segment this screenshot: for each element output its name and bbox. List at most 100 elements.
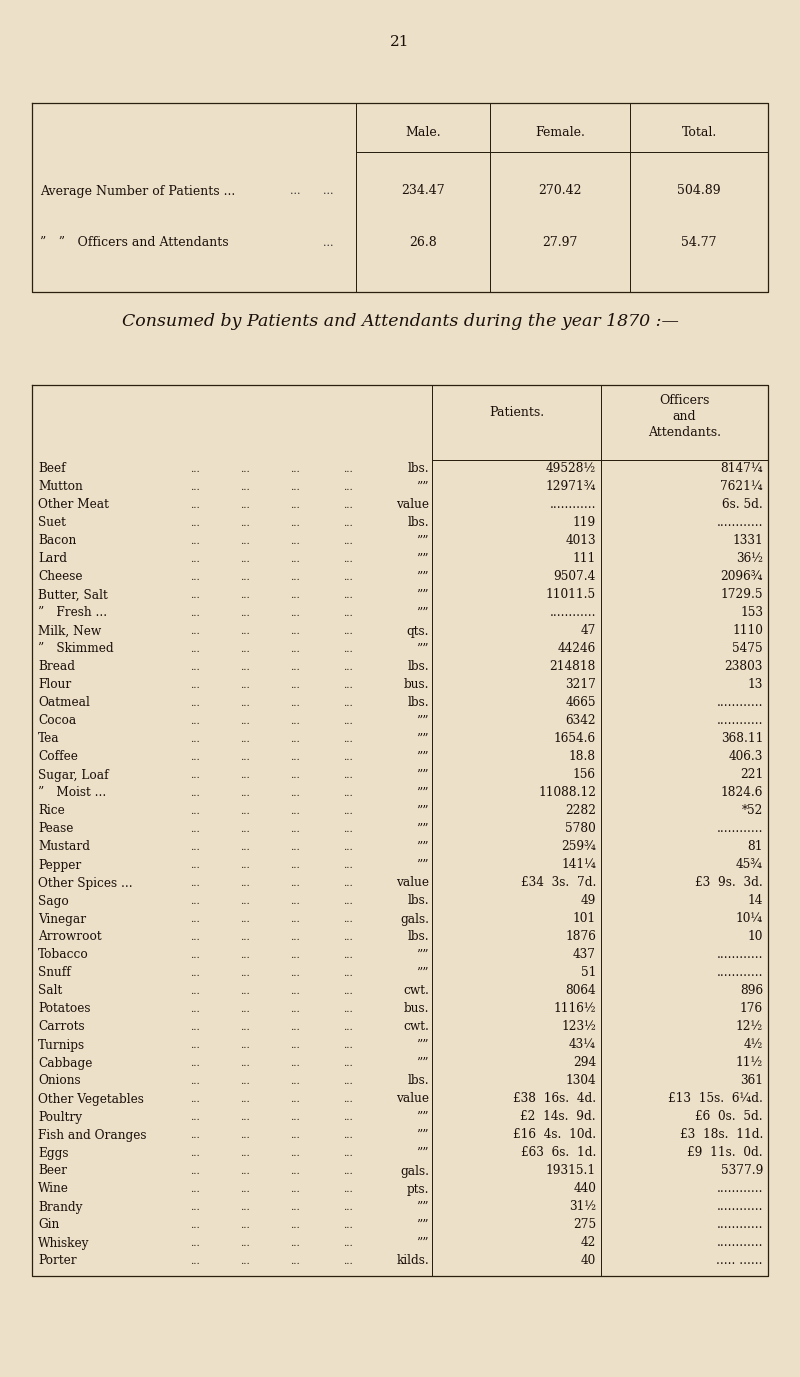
- Text: ...: ...: [240, 537, 250, 545]
- Text: ...: ...: [240, 734, 250, 744]
- Text: 259¾: 259¾: [561, 840, 596, 854]
- Text: ...: ...: [240, 1256, 250, 1265]
- Text: 1304: 1304: [566, 1074, 596, 1088]
- Text: ...: ...: [290, 843, 300, 851]
- Text: ...: ...: [343, 627, 353, 636]
- Text: ...: ...: [190, 662, 200, 672]
- Text: ...: ...: [343, 771, 353, 779]
- Text: *52: *52: [742, 804, 763, 818]
- Text: ...: ...: [343, 1095, 353, 1103]
- Text: Poultry: Poultry: [38, 1110, 82, 1124]
- Text: ...: ...: [240, 1095, 250, 1103]
- Text: ...: ...: [190, 1148, 200, 1158]
- Text: ...: ...: [190, 1184, 200, 1194]
- Text: ...: ...: [290, 519, 300, 527]
- Text: ...: ...: [290, 482, 300, 492]
- Text: lbs.: lbs.: [407, 516, 429, 530]
- Text: ............: ............: [717, 697, 763, 709]
- Text: ...: ...: [343, 950, 353, 960]
- Text: 12971¾: 12971¾: [546, 481, 596, 493]
- Text: ...: ...: [343, 752, 353, 761]
- Text: 5377.9: 5377.9: [721, 1165, 763, 1177]
- Text: ...: ...: [190, 825, 200, 833]
- Text: ...: ...: [290, 609, 300, 617]
- Text: ...: ...: [240, 1202, 250, 1212]
- Text: Patients.: Patients.: [489, 406, 544, 420]
- Text: ...: ...: [240, 1166, 250, 1176]
- Text: cwt.: cwt.: [403, 985, 429, 997]
- Text: ...: ...: [290, 896, 300, 906]
- Text: Consumed by Patients and Attendants during the year 1870 :—: Consumed by Patients and Attendants duri…: [122, 314, 678, 330]
- Text: Flour: Flour: [38, 679, 71, 691]
- Text: ...: ...: [290, 537, 300, 545]
- Text: ...: ...: [343, 789, 353, 797]
- Text: ...: ...: [240, 1238, 250, 1248]
- Text: Attendants.: Attendants.: [648, 427, 721, 439]
- Text: Sago: Sago: [38, 895, 69, 907]
- Text: ............: ............: [550, 498, 596, 511]
- Text: Sugar, Loaf: Sugar, Loaf: [38, 768, 109, 782]
- Text: 101: 101: [573, 913, 596, 925]
- Text: ...: ...: [190, 1220, 200, 1230]
- Text: Milk, New: Milk, New: [38, 625, 102, 638]
- Text: 14: 14: [748, 895, 763, 907]
- Text: Lard: Lard: [38, 552, 67, 566]
- Text: pts.: pts.: [406, 1183, 429, 1195]
- Text: 275: 275: [573, 1219, 596, 1231]
- Text: ...: ...: [290, 1184, 300, 1194]
- Text: Bacon: Bacon: [38, 534, 76, 548]
- Text: ...: ...: [343, 1077, 353, 1085]
- Text: ...: ...: [190, 573, 200, 581]
- Text: £63  6s.  1d.: £63 6s. 1d.: [521, 1147, 596, 1159]
- Text: ..... ......: ..... ......: [717, 1254, 763, 1267]
- Text: ...: ...: [190, 1077, 200, 1085]
- Text: Coffee: Coffee: [38, 750, 78, 763]
- Text: ...: ...: [290, 627, 300, 636]
- Text: Male.: Male.: [405, 127, 441, 139]
- Text: 123½: 123½: [561, 1020, 596, 1034]
- Text: ...: ...: [190, 500, 200, 509]
- Text: ...: ...: [240, 644, 250, 654]
- Text: ...: ...: [190, 968, 200, 978]
- Text: ...: ...: [290, 186, 300, 196]
- Text: ...: ...: [290, 1148, 300, 1158]
- Text: 221: 221: [740, 768, 763, 782]
- Text: 1654.6: 1654.6: [554, 733, 596, 745]
- Text: ...: ...: [240, 716, 250, 726]
- Text: ...: ...: [290, 807, 300, 815]
- Text: ............: ............: [550, 606, 596, 620]
- Text: ...: ...: [290, 825, 300, 833]
- Text: ””: ””: [417, 1147, 429, 1159]
- Text: ””: ””: [417, 1201, 429, 1213]
- Text: ...: ...: [290, 932, 300, 942]
- Text: ...: ...: [240, 807, 250, 815]
- Text: ...: ...: [343, 464, 353, 474]
- Text: ...: ...: [290, 1131, 300, 1140]
- Text: ...: ...: [343, 662, 353, 672]
- Text: Female.: Female.: [535, 127, 585, 139]
- Text: Cheese: Cheese: [38, 570, 82, 584]
- Text: ...: ...: [240, 591, 250, 599]
- Text: Eggs: Eggs: [38, 1147, 69, 1159]
- Text: 10: 10: [748, 931, 763, 943]
- Text: lbs.: lbs.: [407, 661, 429, 673]
- Text: 361: 361: [740, 1074, 763, 1088]
- Text: qts.: qts.: [406, 625, 429, 638]
- Text: ............: ............: [717, 1219, 763, 1231]
- Text: value: value: [396, 877, 429, 890]
- Text: 26.8: 26.8: [409, 237, 437, 249]
- Text: kilds.: kilds.: [396, 1254, 429, 1267]
- Text: ...: ...: [240, 1041, 250, 1049]
- Text: ...: ...: [290, 662, 300, 672]
- Text: ””: ””: [417, 606, 429, 620]
- Text: ””: ””: [417, 840, 429, 854]
- Text: Wine: Wine: [38, 1183, 69, 1195]
- Text: lbs.: lbs.: [407, 697, 429, 709]
- Text: ””: ””: [417, 750, 429, 763]
- Text: 176: 176: [740, 1002, 763, 1015]
- Text: ””: ””: [417, 534, 429, 548]
- Text: 36½: 36½: [736, 552, 763, 566]
- Text: 214818: 214818: [550, 661, 596, 673]
- Text: ...: ...: [343, 500, 353, 509]
- Text: 406.3: 406.3: [729, 750, 763, 763]
